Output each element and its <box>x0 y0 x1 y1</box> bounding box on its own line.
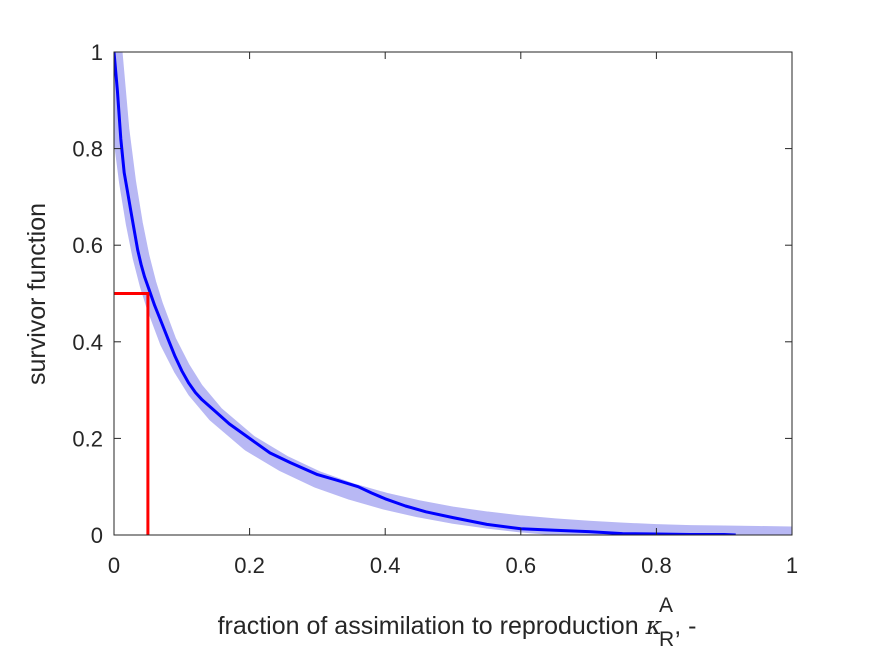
x-axis: 0 0.2 0.4 0.6 0.8 1 <box>108 52 798 578</box>
axes-box <box>113 51 793 536</box>
x-axis-title-symbol: κ <box>645 611 663 640</box>
x-axis-title-subscript: R <box>659 628 674 651</box>
x-axis-title-suffix: , - <box>674 612 696 640</box>
x-axis-title: fraction of assimilation to reproduction… <box>218 594 697 651</box>
y-tick-label: 0.4 <box>72 330 103 355</box>
x-tick-label: 0.6 <box>506 553 537 578</box>
x-axis-title-text: fraction of assimilation to reproduction <box>218 612 639 640</box>
y-tick-label: 0.6 <box>72 233 103 258</box>
series-line-empirical <box>114 52 736 535</box>
x-tick-label: 0.4 <box>370 553 401 578</box>
y-tick-label: 1 <box>91 40 103 65</box>
x-tick-label: 0.2 <box>234 553 265 578</box>
x-tick-label: 0 <box>108 553 120 578</box>
y-tick-label: 0 <box>91 523 103 548</box>
y-axis-title: survivor function <box>23 203 51 385</box>
y-tick-label: 0.8 <box>72 137 103 162</box>
median-marker-line <box>114 292 150 535</box>
y-axis: 0 0.2 0.4 0.6 0.8 1 <box>72 40 792 548</box>
x-tick-label: 1 <box>786 553 798 578</box>
x-tick-label: 0.8 <box>641 553 672 578</box>
plot-area <box>114 52 792 535</box>
y-tick-label: 0.2 <box>72 426 103 451</box>
series-line-fitted-band <box>114 52 792 535</box>
x-axis-title-superscript: A <box>659 594 673 617</box>
